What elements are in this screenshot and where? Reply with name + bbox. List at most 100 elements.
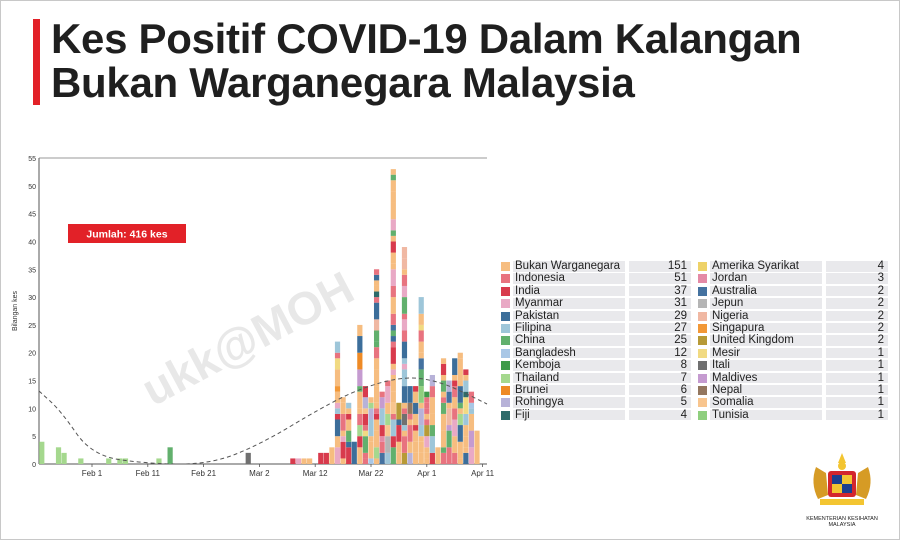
bar-segment	[440, 380, 447, 392]
bar-segment	[401, 369, 408, 387]
bar-segment	[418, 297, 424, 314]
bar-segment	[401, 341, 408, 359]
bar-segment	[446, 402, 452, 409]
bar-segment	[106, 458, 112, 464]
bar-segment	[418, 352, 424, 359]
legend-item: Nepal 1	[698, 384, 888, 396]
bar-segment	[463, 413, 469, 426]
bar-segment	[373, 413, 380, 420]
legend-label: Bangladesh	[515, 346, 576, 359]
bar-segment	[334, 447, 341, 464]
bar-segment	[346, 441, 352, 448]
bar-segment	[429, 386, 435, 398]
bar-segment	[334, 369, 341, 387]
legend-value-background	[826, 397, 888, 408]
bar-segment	[457, 413, 463, 426]
legend-label: Pakistan	[515, 309, 560, 322]
bar-segment	[390, 241, 396, 253]
legend-swatch	[698, 348, 707, 358]
legend-label: Indonesia	[515, 272, 565, 285]
bar-segment	[401, 313, 408, 320]
legend-value: 37	[674, 284, 687, 297]
bar-segment	[390, 391, 396, 403]
legend-name-background	[513, 273, 625, 284]
bar-segment	[373, 380, 380, 387]
legend-swatch	[698, 336, 707, 346]
bar-segment	[407, 419, 413, 426]
legend-value: 1	[877, 408, 884, 421]
bar-segment	[373, 291, 380, 298]
bar-segment	[340, 430, 346, 437]
y-axis-label: Bilangan kes	[12, 290, 19, 331]
bar-segment	[452, 397, 458, 409]
legend-name-background	[710, 322, 822, 334]
legend-name-background	[513, 322, 625, 334]
page-title: Kes Positif COVID-19 Dalam Kalangan Buka…	[51, 17, 802, 105]
bar-segment	[245, 452, 251, 464]
legend-swatch	[501, 274, 510, 284]
bar-segment	[362, 458, 369, 464]
bar-segment	[373, 341, 380, 348]
total-badge	[68, 224, 186, 243]
legend-value-background	[826, 322, 888, 334]
bar-segment	[373, 408, 380, 414]
bar-segment	[446, 391, 452, 403]
bar-segment	[390, 447, 396, 464]
bar-segment	[167, 447, 173, 464]
bar-segment	[418, 386, 424, 403]
bar-segment	[463, 369, 469, 375]
legend-name-background	[710, 298, 822, 309]
legend-swatch	[501, 348, 510, 358]
legend-item: Filipina 27	[501, 322, 691, 334]
bar-segment	[396, 425, 402, 442]
bar-segment	[401, 247, 408, 259]
bar-segment	[407, 402, 413, 414]
bar-segment	[334, 419, 341, 437]
x-tick-label: Feb 21	[191, 469, 216, 478]
bar-segment	[390, 174, 396, 181]
legend-label: Fiji	[515, 408, 530, 421]
legend-value-background	[629, 310, 691, 322]
legend-item: Tunisia 1	[698, 409, 888, 421]
bar-segment	[401, 452, 408, 464]
legend-label: Nigeria	[712, 309, 749, 322]
legend-value: 51	[674, 272, 687, 285]
bar-segment	[452, 419, 458, 437]
bar-segment	[340, 413, 346, 431]
bar-segment	[373, 447, 380, 459]
bar-segment	[385, 436, 391, 453]
bar-segment	[334, 408, 341, 414]
bar-segment	[379, 436, 385, 442]
legend-value-background	[629, 261, 691, 272]
ministry-line-2: MALAYSIA	[828, 522, 856, 528]
bar-segment	[379, 425, 385, 437]
y-tick-label: 0	[32, 462, 36, 469]
bar-segment	[390, 297, 396, 314]
bar-segment	[407, 386, 413, 403]
legend-label: Myanmar	[515, 297, 563, 310]
bar-segment	[407, 441, 413, 453]
legend-swatch	[501, 373, 510, 383]
bar-segment	[401, 274, 408, 286]
bar-segment	[373, 386, 380, 403]
bar-segment	[117, 458, 123, 464]
legend-value: 4	[877, 260, 884, 272]
bar-segment	[424, 408, 430, 414]
legend-value: 8	[680, 359, 687, 372]
bar-segment	[368, 441, 374, 459]
bar-segment	[424, 452, 430, 459]
bar-segment	[373, 280, 380, 286]
x-tick-label: Mar 12	[303, 469, 328, 478]
stacked-bar-chart: 0 5 10 15 20 25 30 35 40 45 50 55 Bilangan kes Feb 1 F…	[12, 156, 495, 478]
bar-segment	[373, 419, 380, 431]
legend-value-background	[629, 409, 691, 421]
bar-segment	[390, 313, 396, 325]
bar-segment	[390, 263, 396, 270]
legend-label: Jepun	[712, 297, 744, 310]
bar-segment	[362, 452, 369, 459]
bar-segment	[368, 408, 374, 420]
legend-value-background	[629, 372, 691, 384]
bar-segment	[368, 402, 374, 409]
legend-item: Bukan Warganegara 151	[501, 260, 691, 272]
legend-label: Amerika Syarikat	[712, 260, 799, 272]
